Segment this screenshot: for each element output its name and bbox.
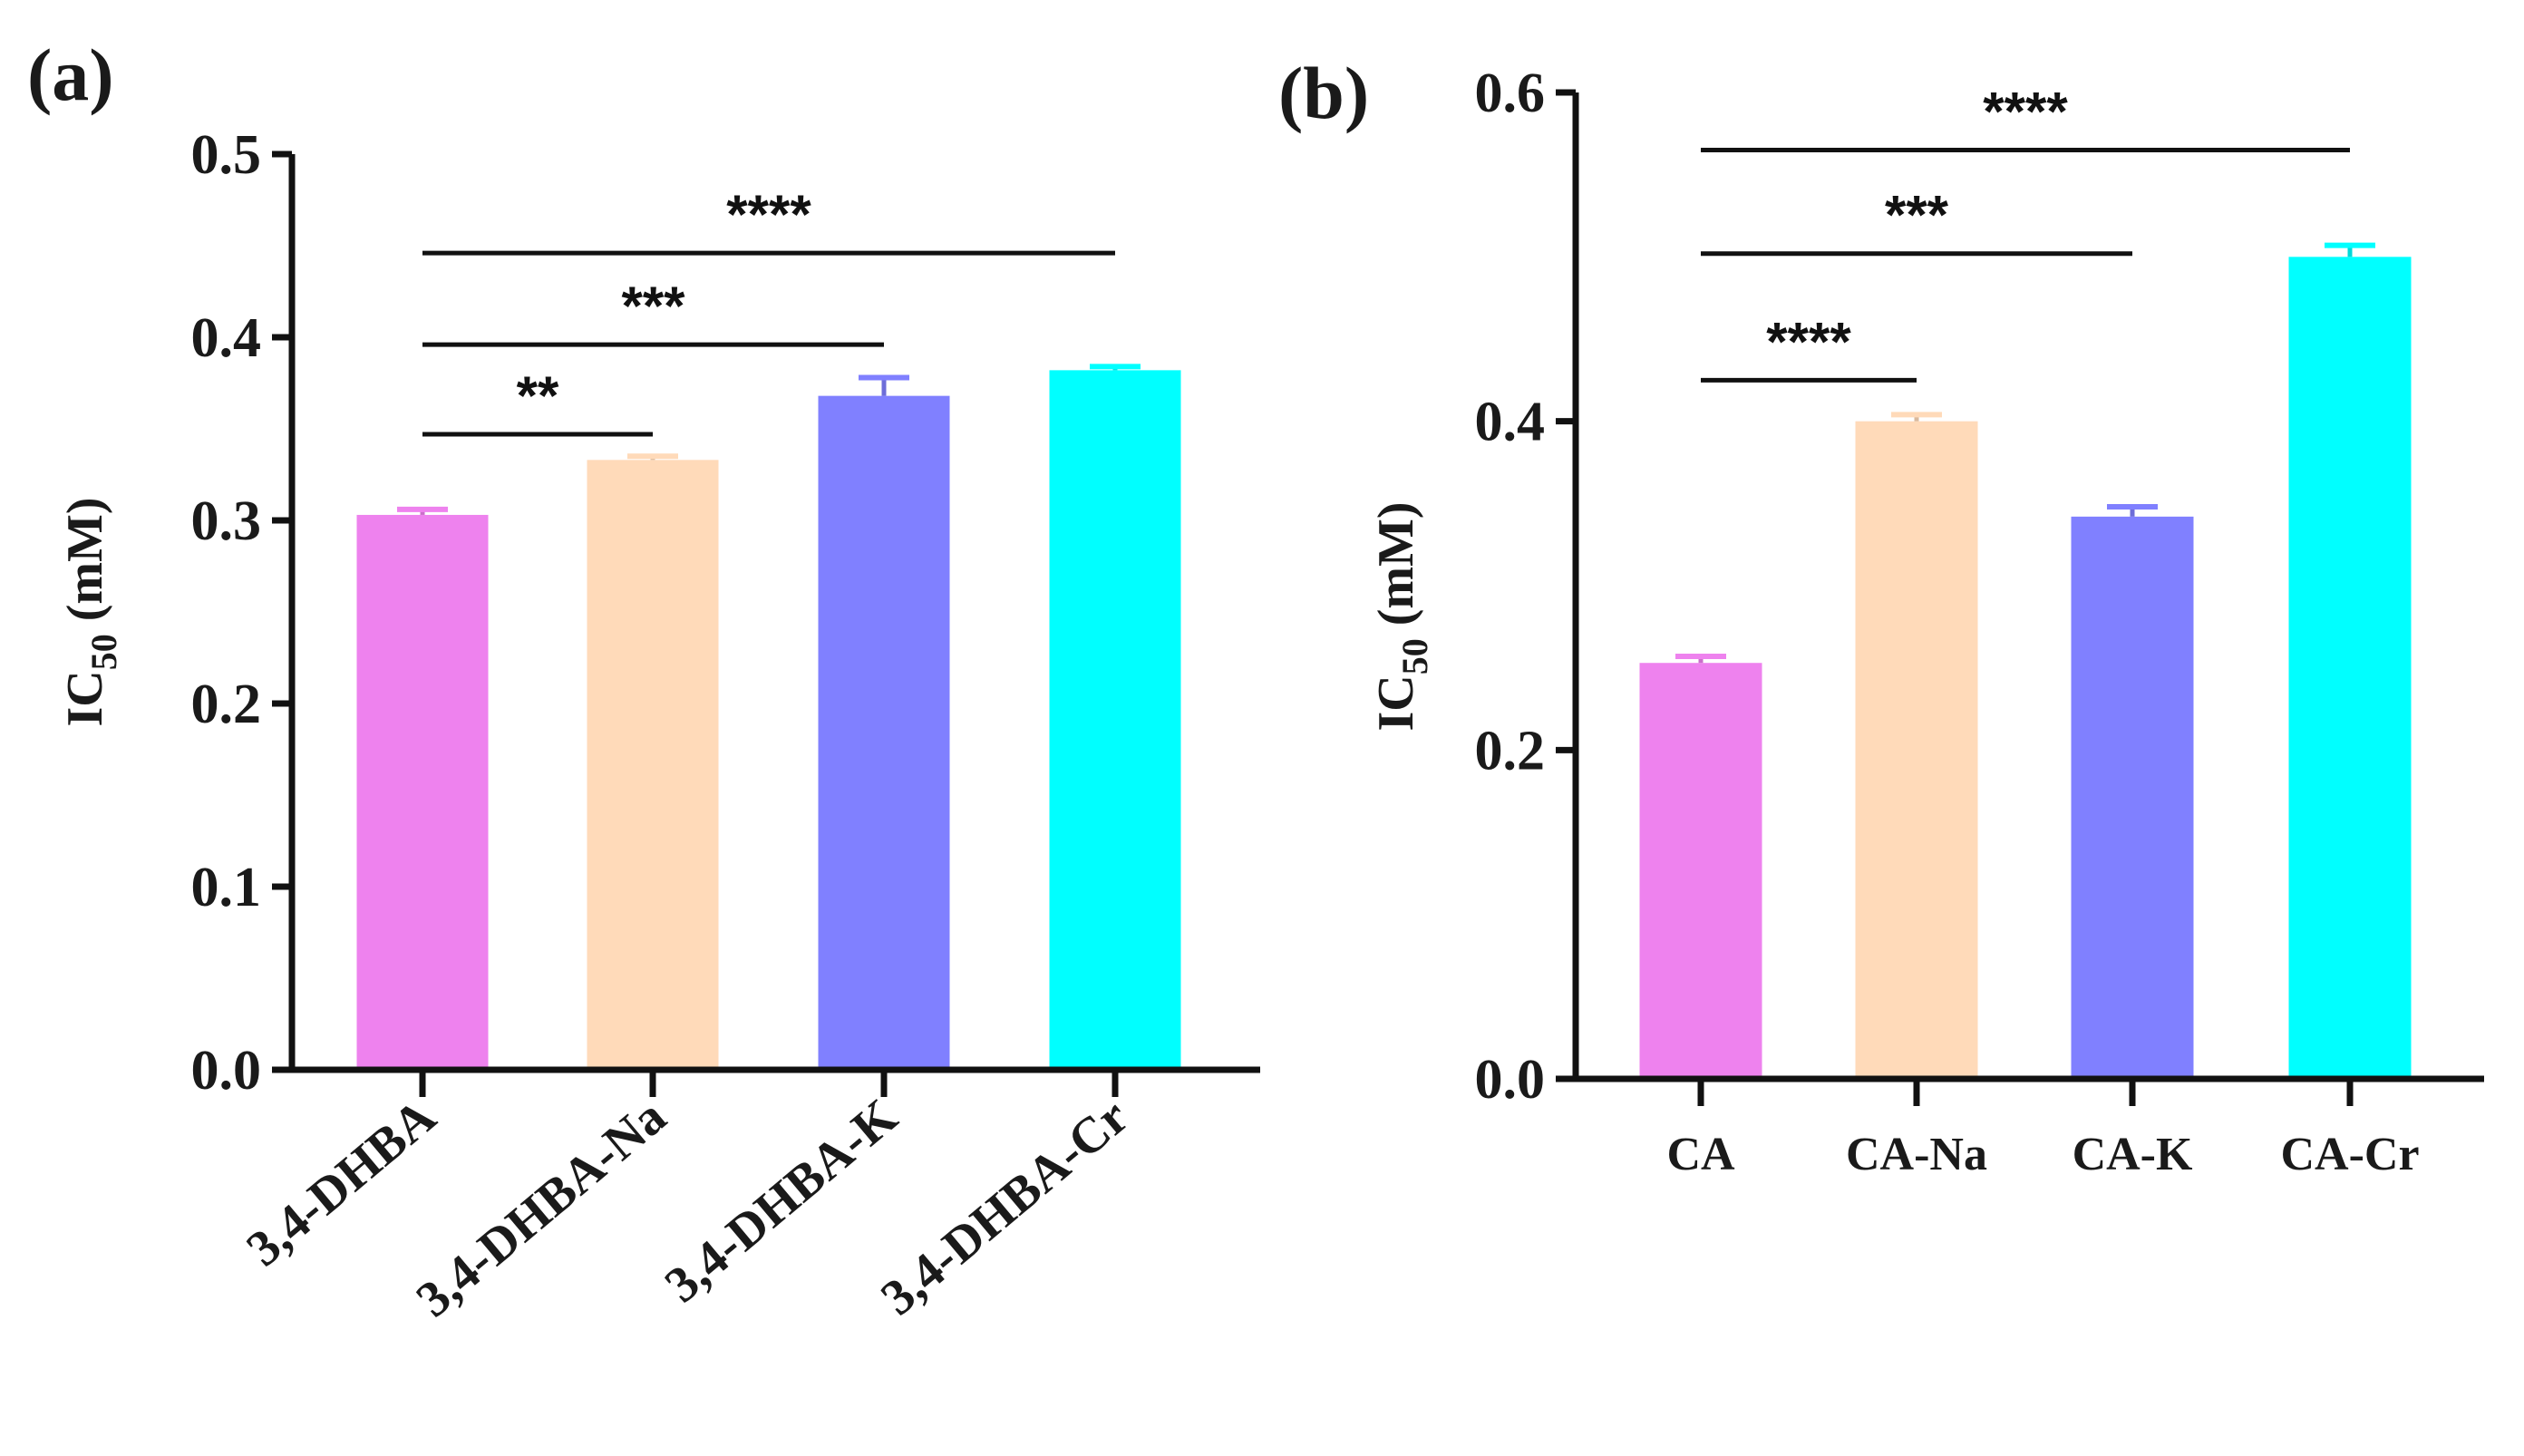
a-significance-label-0: **: [517, 365, 559, 426]
b-bar-3: [2288, 257, 2412, 1079]
a-bar-1: [587, 460, 719, 1071]
a-y-tick-label-0: 0.0: [191, 1040, 262, 1102]
b-error-bar-0: [1675, 653, 1726, 664]
b-y-tick-label-2: 0.4: [1475, 392, 1546, 453]
a-category-label-1: 3,4-DHBA-Na: [406, 1088, 676, 1327]
b-bar-0: [1639, 663, 1762, 1079]
a-y-tick-label-5: 0.5: [191, 124, 262, 186]
panel-b-label: (b): [1278, 52, 1369, 134]
a-error-bar-0: [397, 506, 448, 515]
a-error-bar-3: [1090, 364, 1141, 371]
b-y-axis-title: IC50 (mM): [1368, 501, 1435, 731]
panel-a: (a) 0.0 0.1 0.2 0.3 0.4 0.5 3,4-DHBA3,4-DHBA-N…: [27, 34, 1260, 1328]
a-y-tick-label-4: 0.4: [191, 307, 262, 369]
a-category-label-3: 3,4-DHBA-Cr: [870, 1088, 1139, 1325]
a-bar-3: [1049, 370, 1181, 1070]
b-y-tick-label-0: 0.0: [1475, 1049, 1546, 1111]
a-error-bar-1: [627, 453, 678, 461]
a-category-label-2: 3,4-DHBA-K: [655, 1088, 908, 1314]
b-y-tick-label-3: 0.6: [1475, 63, 1546, 124]
b-error-bar-1: [1891, 412, 1942, 422]
b-significance-label-1: ***: [1885, 185, 1949, 246]
b-category-label-1: CA-Na: [1846, 1129, 1987, 1180]
a-bar-0: [356, 514, 489, 1070]
a-y-tick-label-3: 0.3: [191, 490, 262, 552]
panel-b: (b) 0.0 0.2 0.4 0.6 CA CA-Na CA-K CA-Cr IC50 (mM…: [1278, 52, 2484, 1180]
a-significance-label-2: ****: [726, 184, 811, 245]
a-y-tick-label-1: 0.1: [191, 857, 262, 918]
b-category-label-3: CA-Cr: [2280, 1129, 2419, 1180]
b-error-bar-2: [2107, 503, 2158, 517]
b-bar-1: [1855, 421, 1978, 1080]
b-error-bar-3: [2325, 242, 2375, 257]
a-significance-label-1: ***: [621, 276, 685, 336]
a-y-tick-label-2: 0.2: [191, 674, 262, 735]
b-bar-2: [2071, 516, 2194, 1079]
a-y-axis-title: IC50 (mM): [57, 497, 124, 726]
b-category-label-0: CA: [1666, 1129, 1735, 1180]
a-bar-2: [818, 395, 950, 1070]
a-category-label-0: 3,4-DHBA: [237, 1088, 447, 1277]
b-significance-label-2: ****: [1983, 81, 2068, 141]
panel-a-label: (a): [27, 34, 114, 116]
a-error-bar-2: [859, 374, 909, 396]
b-y-tick-label-1: 0.2: [1475, 720, 1546, 781]
b-significance-label-0: ****: [1766, 311, 1851, 372]
b-category-label-2: CA-K: [2073, 1129, 2193, 1180]
